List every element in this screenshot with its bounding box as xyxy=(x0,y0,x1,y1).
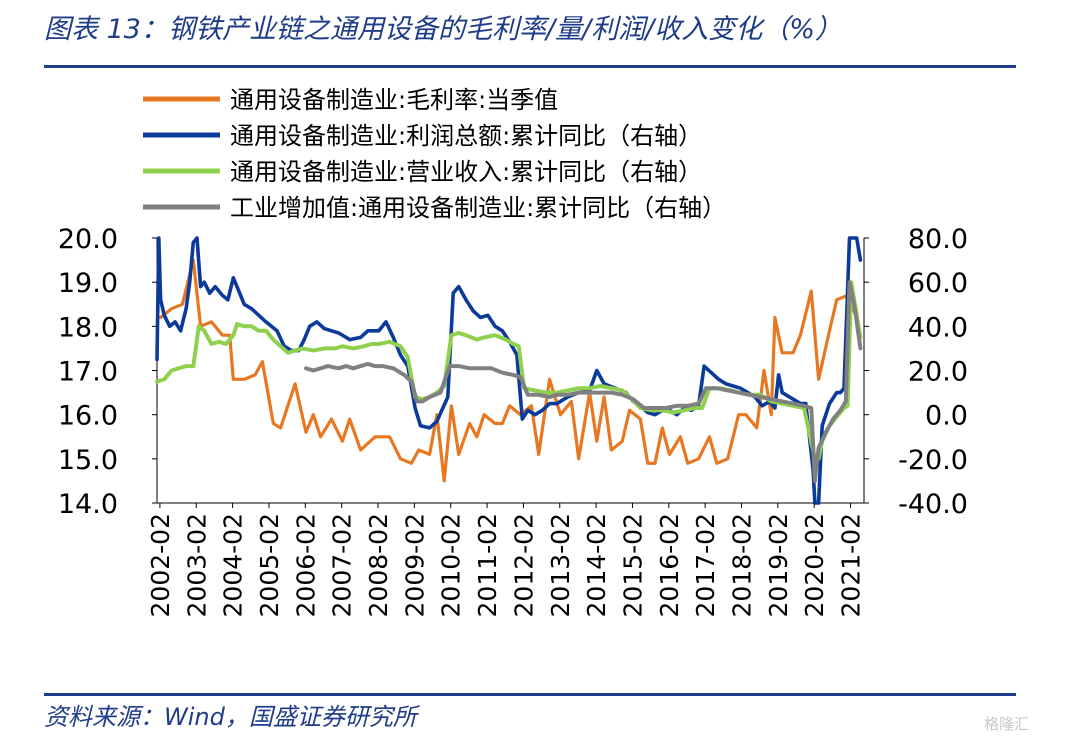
x-tick-label: 2005-02 xyxy=(255,513,284,617)
x-tick-label: 2015-02 xyxy=(619,513,648,617)
x-tick-label: 2003-02 xyxy=(182,513,211,617)
x-tick-label: 2020-02 xyxy=(800,513,829,617)
x-tick-label: 2002-02 xyxy=(146,513,175,617)
y-right-tick-label: 20.0 xyxy=(908,357,968,388)
x-tick-label: 2013-02 xyxy=(546,513,575,617)
x-tick-label: 2019-02 xyxy=(764,513,793,617)
legend-label: 工业增加值:通用设备制造业:累计同比（右轴） xyxy=(230,194,726,222)
y-right-tick-label: 40.0 xyxy=(908,312,968,343)
chart-title: 图表 13：钢铁产业链之通用设备的毛利率/量/利润/收入变化（%） xyxy=(44,14,842,45)
x-tick-label: 2010-02 xyxy=(437,513,466,617)
x-tick-label: 2021-02 xyxy=(837,513,866,617)
series-layer xyxy=(155,236,863,505)
y-left-tick-label: 20.0 xyxy=(58,224,118,255)
y-left-tick-label: 14.0 xyxy=(58,489,118,520)
x-tick-label: 2018-02 xyxy=(728,513,757,617)
source-note: 资料来源：Wind，国盛证券研究所 xyxy=(44,703,417,731)
y-right-tick-label: -40.0 xyxy=(898,489,968,520)
y-left-tick-label: 16.0 xyxy=(58,401,118,432)
x-tick-label: 2004-02 xyxy=(219,513,248,617)
y-right-tick-label: -20.0 xyxy=(898,445,968,476)
legend-label: 通用设备制造业:毛利率:当季值 xyxy=(230,86,558,114)
series-line xyxy=(304,280,863,483)
x-axis-ticks: 2002-02 2003-02 2004-02 2005-02 2006-02 2007-… xyxy=(146,503,866,617)
series-line xyxy=(155,236,863,505)
source-rule xyxy=(44,693,1016,696)
x-tick-label: 2006-02 xyxy=(291,513,320,617)
x-tick-label: 2012-02 xyxy=(509,513,538,617)
x-tick-label: 2014-02 xyxy=(582,513,611,617)
legend-label: 通用设备制造业:营业收入:累计同比（右轴） xyxy=(230,158,702,186)
x-tick-label: 2009-02 xyxy=(400,513,429,617)
y-right-tick-label: 0.0 xyxy=(925,401,968,432)
x-tick-label: 2017-02 xyxy=(691,513,720,617)
x-tick-label: 2008-02 xyxy=(364,513,393,617)
legend-label: 通用设备制造业:利润总额:累计同比（右轴） xyxy=(230,122,702,150)
left-axis-ticks: 20.0 19.0 18.0 17.0 16.0 15.0 14.0 xyxy=(58,224,157,520)
y-left-tick-label: 19.0 xyxy=(58,268,118,299)
x-tick-label: 2007-02 xyxy=(328,513,357,617)
y-left-tick-label: 17.0 xyxy=(58,357,118,388)
series-line xyxy=(155,280,863,461)
watermark: 格隆汇 xyxy=(984,715,1030,733)
y-right-tick-label: 60.0 xyxy=(908,268,968,299)
series-line xyxy=(159,258,857,483)
right-axis-ticks: 80.0 60.0 40.0 20.0 0.0 -20.0 -40.0 xyxy=(864,224,968,520)
y-left-tick-label: 18.0 xyxy=(58,312,118,343)
y-left-tick-label: 15.0 xyxy=(58,445,118,476)
x-tick-label: 2011-02 xyxy=(473,513,502,617)
x-tick-label: 2016-02 xyxy=(655,513,684,617)
y-right-tick-label: 80.0 xyxy=(908,224,968,255)
title-rule xyxy=(44,65,1016,68)
